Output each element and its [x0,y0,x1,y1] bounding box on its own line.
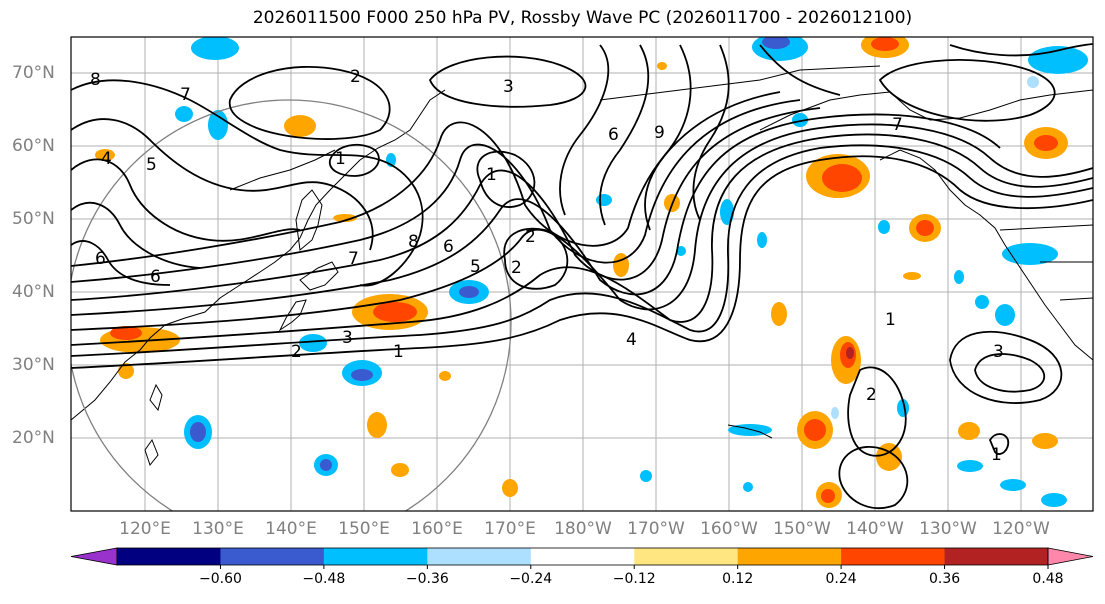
colorbar-bin [427,548,532,565]
contour-label: 8 [90,70,101,90]
contour-label: 3 [503,77,514,97]
contour-label: 2 [525,227,536,247]
lon-label: 120°W [992,519,1050,539]
lat-label-70n: 70°N [12,63,55,83]
contour-label: 1 [486,165,497,185]
colorbar-extend-max [1047,547,1094,566]
contour-label: 5 [470,257,481,277]
colorbar-bin [841,548,946,565]
contour-label: 3 [993,342,1004,362]
contour-label: 7 [348,249,359,269]
colorbar-bin [117,548,221,565]
colorbar: −0.60 −0.48 −0.36 −0.24 −0.12 0.12 0.24 0.36 0.4… [70,547,1094,587]
lon-label: 160°W [700,519,758,539]
lat-label-20n: 20°N [12,428,55,448]
longitude-labels: 120°E 130°E 140°E 150°E 160°E 170°E 180°… [119,519,1050,539]
pv-contours [71,43,1093,510]
contour-label: 6 [95,249,106,269]
colorbar-tick-label: −0.24 [509,571,552,587]
anomaly-patches [95,37,1088,508]
lon-label: 150°E [338,519,390,539]
colorbar-tick-label: 0.48 [1032,571,1063,587]
contour-label: 4 [101,149,112,169]
contour-label: 2 [866,385,877,405]
colorbar-bin [220,548,325,565]
contour-label: 5 [146,155,157,175]
colorbar-tick-label: 0.24 [826,571,857,587]
colorbar-bin [737,548,842,565]
lon-label: 170°W [627,519,685,539]
latitude-labels: 70°N 60°N 50°N 40°N 30°N 20°N [12,63,55,448]
colorbar-outline [116,547,1049,566]
positive-anomaly [95,37,1068,508]
lat-label-50n: 50°N [12,209,55,229]
lon-label: 170°E [484,519,536,539]
lon-label: 130°E [192,519,244,539]
colorbar-tick-label: −0.36 [406,571,449,587]
contour-label: 4 [626,330,637,350]
contour-label: 7 [180,85,191,105]
lon-label: 130°W [919,519,977,539]
colorbar-bin [944,548,1049,565]
colorbar-tick-label: −0.48 [302,571,345,587]
colorbar-tick-label: −0.60 [199,571,242,587]
colorbar-bin [634,548,739,565]
map-panel [71,37,1093,511]
colorbar-tick-label: −0.12 [613,571,656,587]
contour-label: 6 [443,237,454,257]
lat-label-30n: 30°N [12,355,55,375]
lon-label: 150°W [773,519,831,539]
projection-circle [71,99,512,511]
contour-label: 6 [150,267,161,287]
contour-label: 8 [408,232,419,252]
map-frame [70,36,1094,512]
contour-label: 2 [511,258,522,278]
contour-label: 1 [335,149,346,169]
lon-label: 140°W [846,519,904,539]
contour-labels: 8 7 6 5 4 3 2 1 2 3 1 6 8 7 6 2 5 2 4 9 … [90,67,1004,465]
lon-label: 160°E [411,519,463,539]
contour-label: 1 [885,310,896,330]
contour-label: 1 [393,342,404,362]
colorbar-tick-label: 0.12 [722,571,753,587]
contour-label: 9 [654,123,665,143]
colorbar-bin [530,548,635,565]
contour-label: 1 [991,445,1002,465]
colorbar-bin [323,548,428,565]
lon-label: 120°E [119,519,171,539]
lon-label: 140°E [265,519,317,539]
figure-title: 2026011500 F000 250 hPa PV, Rossby Wave … [252,8,913,28]
colorbar-extend-min [70,547,118,566]
lat-label-40n: 40°N [12,282,55,302]
colorbar-tick-label: 0.36 [929,571,960,587]
contour-label: 2 [291,342,302,362]
contour-label: 2 [350,67,361,87]
contour-label: 6 [608,125,619,145]
lat-label-60n: 60°N [12,136,55,156]
contour-label: 3 [342,328,353,348]
contour-label: 7 [892,115,903,135]
lon-label: 180°W [554,519,612,539]
